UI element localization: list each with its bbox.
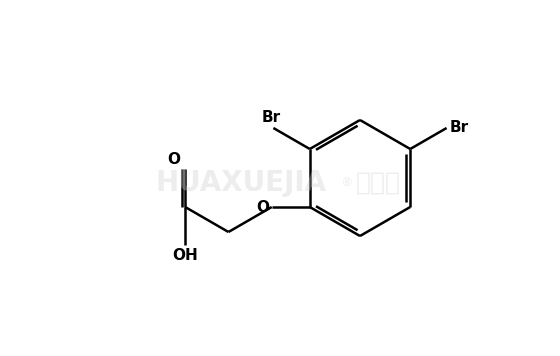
- Text: OH: OH: [172, 248, 198, 263]
- Text: O: O: [256, 199, 269, 215]
- Text: O: O: [167, 152, 180, 167]
- Text: HUAXUEJIA: HUAXUEJIA: [155, 169, 326, 197]
- Text: 化学加: 化学加: [356, 171, 401, 195]
- Text: Br: Br: [450, 120, 469, 136]
- Text: ®: ®: [340, 177, 352, 189]
- Text: Br: Br: [262, 110, 281, 125]
